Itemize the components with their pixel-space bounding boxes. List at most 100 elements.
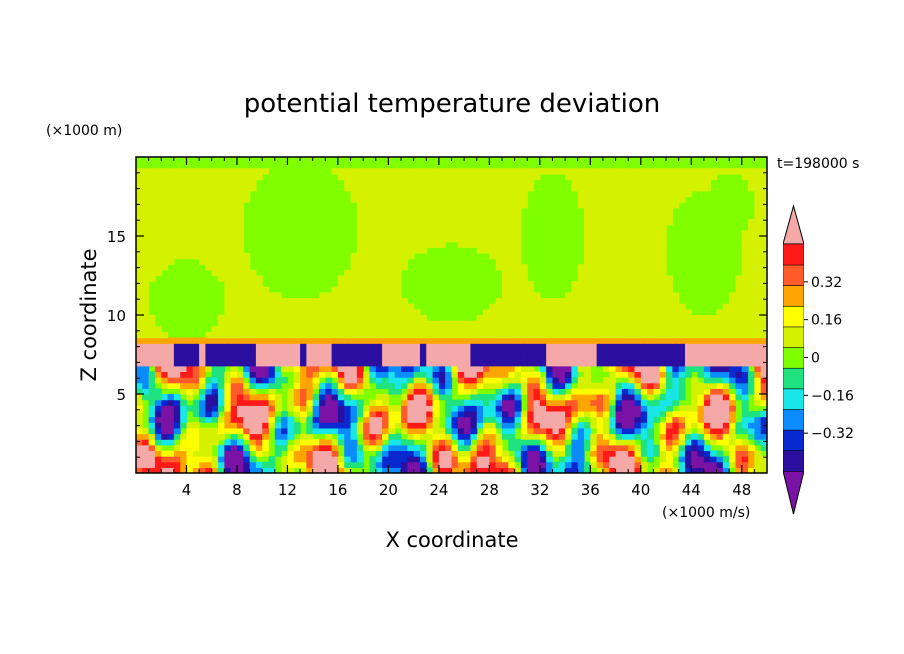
field-cell bbox=[199, 179, 207, 186]
field-cell bbox=[590, 275, 598, 282]
field-cell bbox=[312, 422, 320, 429]
field-cell bbox=[539, 444, 547, 452]
x-tick-label: 48 bbox=[732, 481, 751, 499]
field-cell bbox=[426, 230, 434, 237]
field-cell bbox=[722, 388, 730, 395]
field-cell bbox=[369, 439, 377, 446]
field-cell bbox=[584, 433, 591, 440]
field-cell bbox=[596, 399, 604, 406]
field-cell bbox=[483, 337, 490, 344]
field-cell bbox=[262, 320, 270, 327]
field-cell bbox=[136, 410, 143, 418]
field-cell bbox=[501, 230, 509, 237]
field-cell bbox=[375, 275, 383, 282]
field-cell bbox=[167, 213, 175, 220]
field-cell bbox=[584, 298, 591, 305]
field-cell bbox=[495, 213, 503, 220]
field-cell bbox=[255, 315, 263, 322]
field-cell bbox=[602, 394, 610, 401]
field-cell bbox=[527, 382, 535, 389]
field-cell bbox=[293, 427, 301, 435]
field-cell bbox=[451, 410, 459, 418]
field-cell bbox=[501, 219, 509, 226]
field-cell bbox=[464, 207, 472, 215]
field-cell bbox=[211, 467, 219, 473]
field-cell bbox=[602, 388, 610, 395]
x-tick-label: 12 bbox=[278, 481, 297, 499]
field-cell bbox=[464, 377, 472, 384]
field-cell bbox=[388, 331, 396, 339]
field-cell bbox=[672, 326, 680, 333]
field-cell bbox=[445, 450, 453, 457]
field-cell bbox=[394, 281, 402, 288]
field-cell bbox=[609, 439, 617, 446]
field-cell bbox=[546, 331, 554, 339]
field-cell bbox=[483, 365, 490, 373]
field-cell bbox=[520, 326, 528, 333]
field-cell bbox=[426, 343, 434, 350]
field-cell bbox=[533, 309, 541, 316]
field-cell bbox=[218, 190, 225, 198]
field-cell bbox=[653, 185, 661, 192]
field-cell bbox=[211, 207, 219, 215]
field-cell bbox=[142, 264, 150, 271]
field-cell bbox=[741, 309, 749, 316]
field-cell bbox=[407, 456, 415, 463]
field-cell bbox=[546, 427, 554, 435]
field-cell bbox=[388, 320, 396, 327]
field-cell bbox=[666, 185, 673, 192]
field-cell bbox=[350, 258, 358, 265]
field-cell bbox=[249, 461, 257, 468]
field-cell bbox=[192, 461, 200, 468]
field-cell bbox=[483, 190, 490, 198]
field-cell bbox=[748, 281, 755, 288]
field-cell bbox=[653, 230, 661, 237]
field-cell bbox=[596, 281, 604, 288]
field-cell bbox=[464, 382, 472, 389]
field-cell bbox=[684, 405, 692, 412]
field-cell bbox=[331, 315, 339, 322]
field-cell bbox=[262, 450, 270, 457]
field-cell bbox=[255, 173, 263, 181]
field-cell bbox=[388, 354, 396, 361]
field-cell bbox=[602, 202, 610, 209]
field-cell bbox=[691, 315, 699, 322]
field-cell bbox=[508, 354, 516, 361]
field-cell bbox=[167, 461, 175, 468]
field-cell bbox=[533, 416, 541, 423]
field-cell bbox=[161, 394, 169, 401]
field-cell bbox=[464, 416, 472, 423]
field-cell bbox=[520, 461, 528, 468]
field-cell bbox=[167, 416, 175, 423]
field-cell bbox=[154, 354, 162, 361]
field-cell bbox=[609, 444, 617, 452]
field-cell bbox=[331, 450, 339, 457]
field-cell bbox=[495, 196, 503, 203]
field-cell bbox=[754, 173, 762, 181]
field-cell bbox=[748, 354, 755, 361]
field-cell bbox=[464, 337, 472, 344]
field-cell bbox=[489, 416, 497, 423]
field-cell bbox=[691, 337, 699, 344]
field-cell bbox=[180, 410, 188, 418]
field-cell bbox=[520, 196, 528, 203]
field-cell bbox=[741, 416, 749, 423]
field-cell bbox=[596, 410, 604, 418]
field-cell bbox=[136, 394, 143, 401]
field-cell bbox=[363, 241, 371, 248]
field-cell bbox=[337, 343, 345, 350]
field-cell bbox=[584, 185, 591, 192]
field-cell bbox=[716, 461, 724, 468]
field-cell bbox=[249, 292, 257, 299]
field-cell bbox=[161, 371, 169, 378]
field-cell bbox=[754, 207, 762, 215]
field-cell bbox=[722, 326, 730, 333]
field-cell bbox=[672, 196, 680, 203]
field-cell bbox=[672, 410, 680, 418]
field-cell bbox=[495, 461, 503, 468]
field-cell bbox=[735, 360, 743, 367]
field-cell bbox=[205, 207, 213, 215]
field-cell bbox=[218, 456, 225, 463]
field-cell bbox=[394, 467, 402, 473]
